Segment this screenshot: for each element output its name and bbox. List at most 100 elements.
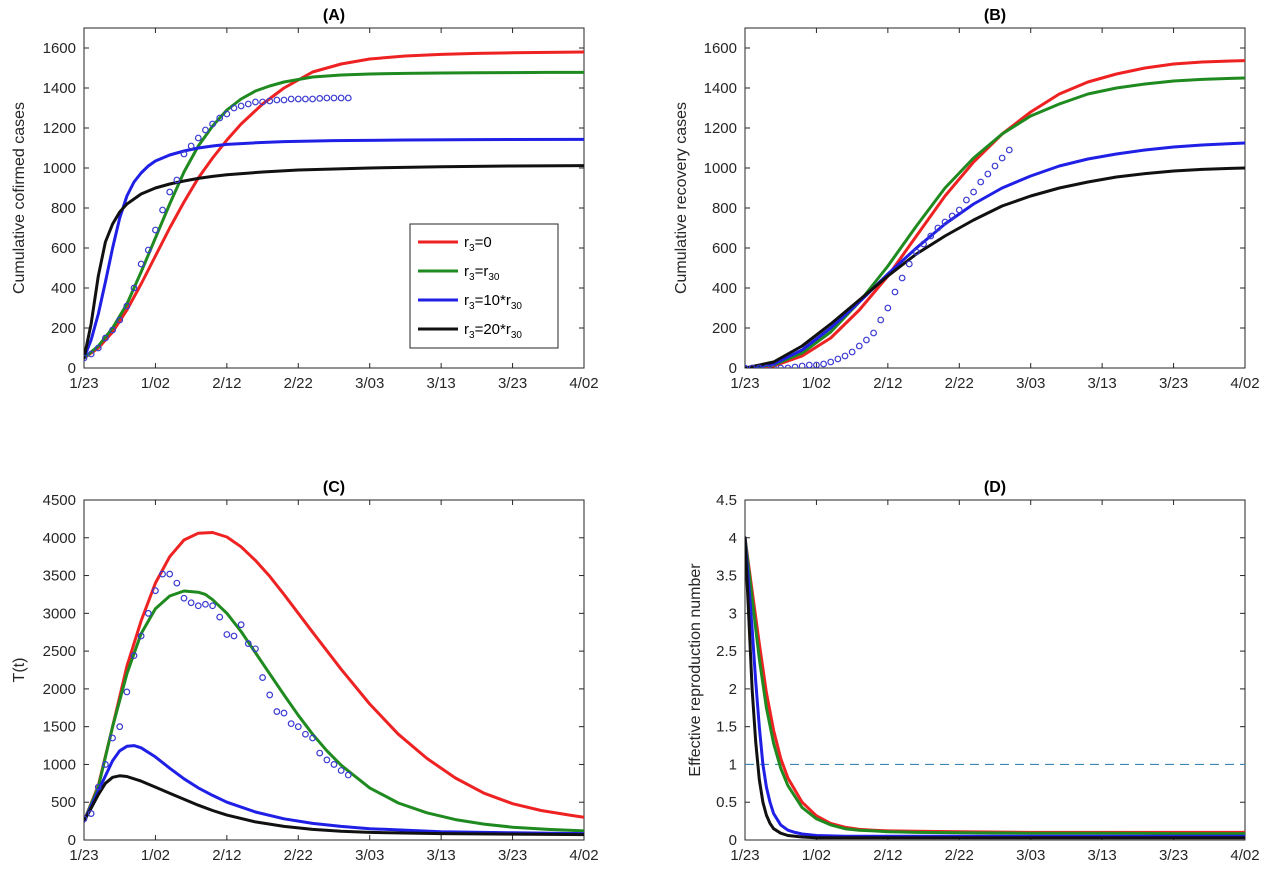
observed-point bbox=[755, 364, 763, 368]
observed-point bbox=[948, 212, 956, 220]
x-tick-label: 2/22 bbox=[284, 375, 313, 392]
panel-b: 1/23 1/02 2/12 2/22 3/03 3/13 3/23 4/02 0 200 400 6… bbox=[673, 7, 1260, 392]
observed-point bbox=[834, 355, 842, 363]
y-tick-label: 3.5 bbox=[716, 568, 737, 585]
observed-point bbox=[863, 336, 870, 344]
observed-point bbox=[123, 302, 131, 310]
observed-point bbox=[748, 364, 756, 368]
observed-point bbox=[963, 196, 970, 204]
observed-point bbox=[784, 364, 792, 368]
y-tick-label: 1 bbox=[729, 756, 737, 773]
observed-point bbox=[316, 749, 324, 757]
panel-title: (D) bbox=[984, 479, 1006, 496]
observed-point bbox=[137, 260, 145, 268]
legend-label: r3=0 bbox=[464, 234, 492, 254]
x-tick-label: 2/22 bbox=[945, 847, 974, 864]
observed-point bbox=[194, 134, 202, 142]
observed-point bbox=[159, 570, 166, 578]
observed-point bbox=[259, 674, 266, 681]
observed-point bbox=[337, 94, 345, 102]
observed-point bbox=[913, 248, 920, 256]
observed-point bbox=[84, 815, 88, 823]
observed-point bbox=[991, 162, 999, 170]
observed-point bbox=[302, 730, 309, 738]
observed-point bbox=[316, 94, 324, 102]
observed-point bbox=[116, 316, 124, 324]
observed-point bbox=[330, 761, 338, 768]
x-tick-label: 3/23 bbox=[498, 375, 527, 392]
observed-point bbox=[791, 363, 799, 368]
legend: r3=0 r3=r30 r3=10*r30 r3=20*r30 bbox=[409, 223, 559, 349]
observed-point bbox=[194, 602, 202, 610]
observed-point bbox=[166, 188, 174, 196]
observed-point bbox=[187, 142, 195, 150]
data-layer bbox=[84, 531, 584, 837]
y-axis-label: T(t) bbox=[11, 658, 28, 683]
observed-point bbox=[159, 206, 166, 214]
panel-a: 1/23 1/02 2/12 2/22 3/03 3/13 3/23 4/02 0 200 400 6… bbox=[11, 7, 599, 392]
x-tick-label: 2/22 bbox=[945, 375, 974, 392]
observed-point bbox=[180, 150, 188, 158]
observed-point bbox=[294, 723, 302, 731]
observed-point bbox=[855, 342, 863, 350]
x-tick-label: 3/13 bbox=[1088, 375, 1117, 392]
y-tick-label: 1400 bbox=[43, 80, 76, 97]
observed-point bbox=[216, 114, 224, 122]
x-tick-label: 3/03 bbox=[1016, 847, 1045, 864]
y-tick-label: 3000 bbox=[43, 605, 76, 622]
x-tick-label: 1/23 bbox=[730, 375, 759, 392]
series-line-r3-0 bbox=[84, 50, 584, 360]
x-tick-label: 2/12 bbox=[212, 847, 241, 864]
x-tick-label: 2/12 bbox=[873, 375, 902, 392]
observed-point bbox=[144, 246, 152, 254]
y-tick-label: 0 bbox=[729, 832, 737, 849]
plot-area bbox=[744, 499, 1246, 841]
observed-point bbox=[294, 95, 302, 103]
observed-point bbox=[745, 364, 749, 368]
x-tick-label: 3/13 bbox=[427, 375, 456, 392]
x-tick-label: 3/13 bbox=[1088, 847, 1117, 864]
observed-point bbox=[955, 206, 963, 214]
observed-point bbox=[287, 720, 295, 728]
y-tick-label: 600 bbox=[51, 240, 76, 257]
y-tick-label: 1200 bbox=[704, 120, 737, 137]
observed-point bbox=[323, 94, 331, 102]
data-layer bbox=[745, 59, 1245, 368]
observed-point bbox=[144, 609, 152, 617]
x-tick-label: 4/02 bbox=[569, 375, 598, 392]
observed-point bbox=[273, 708, 281, 715]
series-line-r3-0 bbox=[84, 531, 584, 823]
x-tick-label: 1/02 bbox=[141, 847, 170, 864]
observed-point bbox=[230, 104, 238, 112]
y-tick-label: 0 bbox=[68, 360, 76, 377]
observed-point bbox=[330, 94, 338, 102]
y-tick-label: 2000 bbox=[43, 681, 76, 698]
observed-point bbox=[180, 594, 188, 602]
observed-point bbox=[273, 96, 281, 104]
x-tick-label: 3/13 bbox=[427, 847, 456, 864]
observed-point bbox=[259, 98, 266, 106]
observed-point bbox=[209, 602, 216, 610]
y-tick-label: 2500 bbox=[43, 643, 76, 660]
observed-point bbox=[941, 218, 949, 226]
observed-point bbox=[287, 95, 295, 103]
observed-point bbox=[223, 110, 231, 118]
legend-label: r3=10*r30 bbox=[464, 292, 522, 312]
y-tick-label: 1500 bbox=[43, 719, 76, 736]
observed-point bbox=[223, 631, 231, 638]
x-tick-label: 3/03 bbox=[355, 847, 384, 864]
y-tick-label: 0 bbox=[729, 360, 737, 377]
observed-point bbox=[920, 240, 927, 248]
observed-point bbox=[934, 224, 942, 232]
plot-area bbox=[744, 27, 1246, 369]
observed-point bbox=[109, 734, 116, 742]
y-axis-label: Cumulative cofirmed cases bbox=[11, 102, 28, 294]
observed-point bbox=[84, 354, 88, 362]
observed-point bbox=[152, 226, 159, 234]
observed-point bbox=[777, 364, 785, 368]
x-tick-label: 1/02 bbox=[141, 375, 170, 392]
y-tick-label: 600 bbox=[712, 240, 737, 257]
observed-point bbox=[344, 94, 352, 102]
panel-d: 1/23 1/02 2/12 2/22 3/03 3/13 3/23 4/02 0 0.5 1 1.5… bbox=[687, 479, 1260, 864]
